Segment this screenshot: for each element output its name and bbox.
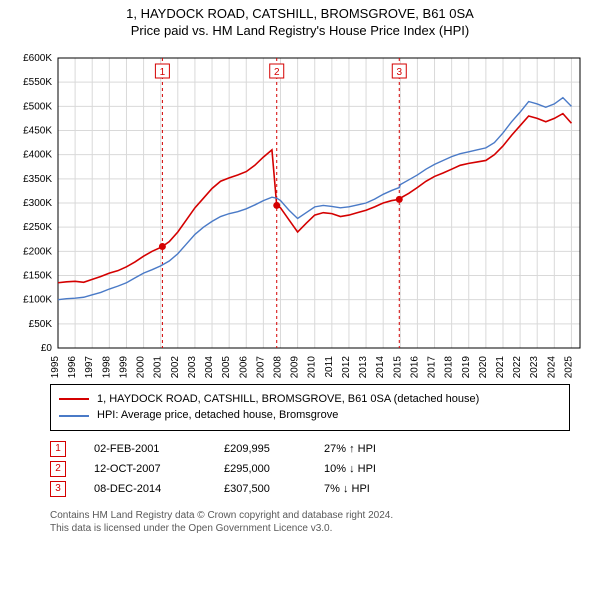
svg-text:2014: 2014 [375, 355, 386, 377]
svg-text:2002: 2002 [170, 355, 181, 377]
event-date: 12-OCT-2007 [94, 463, 224, 475]
svg-text:2003: 2003 [187, 355, 198, 377]
svg-text:2013: 2013 [358, 355, 369, 377]
legend: 1, HAYDOCK ROAD, CATSHILL, BROMSGROVE, B… [50, 384, 570, 431]
svg-text:2019: 2019 [461, 355, 472, 377]
event-price: £307,500 [224, 483, 324, 495]
line-chart-svg: £0 £50K £100K £150K £200K £250K £300K £350K £400… [10, 48, 590, 378]
event-marker-box: 3 [50, 481, 66, 497]
event-row: 2 12-OCT-2007£295,00010% ↓ HPI [50, 461, 570, 477]
event-row: 1 02-FEB-2001£209,99527% ↑ HPI [50, 441, 570, 457]
svg-text:2001: 2001 [153, 355, 164, 377]
svg-text:£550K: £550K [23, 77, 52, 88]
event-price: £209,995 [224, 443, 324, 455]
event-hpi: 10% ↓ HPI [324, 463, 570, 475]
event-date: 02-FEB-2001 [94, 443, 224, 455]
svg-text:£50K: £50K [29, 319, 53, 330]
legend-color-swatch [59, 398, 89, 400]
svg-text:2010: 2010 [307, 355, 318, 377]
svg-text:£600K: £600K [23, 53, 52, 64]
svg-text:2016: 2016 [409, 355, 420, 377]
svg-text:£300K: £300K [23, 198, 52, 209]
svg-text:2011: 2011 [324, 355, 335, 377]
chart-area: £0 £50K £100K £150K £200K £250K £300K £350K £400… [10, 48, 590, 378]
svg-text:2000: 2000 [136, 355, 147, 377]
svg-text:2020: 2020 [478, 355, 489, 377]
title-line-1: 1, HAYDOCK ROAD, CATSHILL, BROMSGROVE, B… [0, 6, 600, 23]
svg-text:1997: 1997 [84, 355, 95, 377]
svg-text:2025: 2025 [563, 355, 574, 377]
svg-text:£350K: £350K [23, 174, 52, 185]
svg-text:£200K: £200K [23, 246, 52, 257]
svg-text:2009: 2009 [290, 355, 301, 377]
legend-item: 1, HAYDOCK ROAD, CATSHILL, BROMSGROVE, B… [59, 391, 561, 408]
svg-text:2004: 2004 [204, 355, 215, 377]
svg-text:£450K: £450K [23, 125, 52, 136]
svg-text:2023: 2023 [529, 355, 540, 377]
svg-text:£100K: £100K [23, 294, 52, 305]
event-price: £295,000 [224, 463, 324, 475]
event-marker-box: 1 [50, 441, 66, 457]
svg-text:2007: 2007 [255, 355, 266, 377]
events-table: 1 02-FEB-2001£209,99527% ↑ HPI 2 12-OCT-200… [50, 441, 570, 497]
svg-text:2021: 2021 [495, 355, 506, 377]
legend-item: HPI: Average price, detached house, Brom… [59, 407, 561, 424]
svg-text:1999: 1999 [118, 355, 129, 377]
svg-text:3: 3 [396, 67, 402, 78]
chart-title: 1, HAYDOCK ROAD, CATSHILL, BROMSGROVE, B… [0, 0, 600, 40]
svg-text:£250K: £250K [23, 222, 52, 233]
svg-text:1996: 1996 [67, 355, 78, 377]
svg-text:2022: 2022 [512, 355, 523, 377]
legend-color-swatch [59, 415, 89, 417]
title-line-2: Price paid vs. HM Land Registry's House … [0, 23, 600, 40]
svg-text:1995: 1995 [50, 355, 61, 377]
svg-text:2005: 2005 [221, 355, 232, 377]
svg-text:2017: 2017 [427, 355, 438, 377]
svg-text:2006: 2006 [238, 355, 249, 377]
svg-text:2018: 2018 [444, 355, 455, 377]
legend-label: 1, HAYDOCK ROAD, CATSHILL, BROMSGROVE, B… [97, 391, 479, 408]
svg-text:2: 2 [274, 67, 280, 78]
svg-text:1: 1 [160, 67, 166, 78]
chart-container: 1, HAYDOCK ROAD, CATSHILL, BROMSGROVE, B… [0, 0, 600, 535]
svg-text:£400K: £400K [23, 149, 52, 160]
footer-attribution: Contains HM Land Registry data © Crown c… [50, 509, 570, 535]
legend-label: HPI: Average price, detached house, Brom… [97, 407, 338, 424]
svg-text:£0: £0 [41, 343, 53, 354]
svg-text:2024: 2024 [546, 355, 557, 377]
event-hpi: 27% ↑ HPI [324, 443, 570, 455]
svg-text:£150K: £150K [23, 270, 52, 281]
event-marker-box: 2 [50, 461, 66, 477]
event-row: 3 08-DEC-2014£307,5007% ↓ HPI [50, 481, 570, 497]
svg-text:2012: 2012 [341, 355, 352, 377]
event-date: 08-DEC-2014 [94, 483, 224, 495]
svg-text:2008: 2008 [272, 355, 283, 377]
footer-line-1: Contains HM Land Registry data © Crown c… [50, 509, 570, 522]
event-hpi: 7% ↓ HPI [324, 483, 570, 495]
svg-text:2015: 2015 [392, 355, 403, 377]
svg-text:1998: 1998 [101, 355, 112, 377]
svg-text:£500K: £500K [23, 101, 52, 112]
footer-line-2: This data is licensed under the Open Gov… [50, 522, 570, 535]
